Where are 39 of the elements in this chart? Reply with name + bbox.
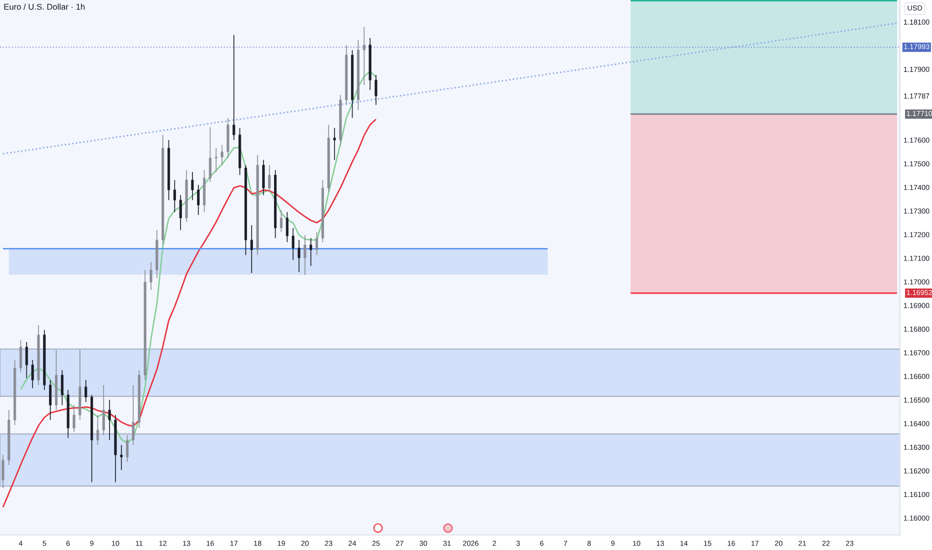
- candlestick: [173, 180, 176, 213]
- candlestick: [25, 342, 28, 378]
- candlestick: [268, 164, 271, 192]
- candlestick: [126, 434, 129, 462]
- candlestick: [298, 240, 300, 273]
- candlestick: [191, 172, 194, 200]
- candlestick: [304, 234, 306, 276]
- candlestick: [19, 340, 22, 372]
- line-series: [2, 118, 377, 508]
- candlestick: [120, 444, 123, 470]
- candlestick: [84, 380, 88, 402]
- candlestick: [374, 74, 378, 106]
- candlestick: [197, 184, 200, 216]
- candlestick: [60, 370, 64, 406]
- line-series: [2, 22, 898, 154]
- candlestick: [72, 404, 76, 432]
- candlestick: [150, 262, 152, 290]
- candlestick: [220, 144, 224, 166]
- candlestick: [262, 159, 265, 196]
- candlestick: [292, 228, 294, 260]
- candlestick: [232, 34, 236, 140]
- candlestick: [102, 384, 105, 436]
- chart-title: Euro / U.S. Dollar · 1h: [4, 4, 85, 10]
- candlestick: [250, 224, 253, 274]
- candlestick: [280, 210, 283, 232]
- candlestick: [362, 26, 366, 86]
- candlestick: [2, 454, 4, 488]
- candlestick: [179, 194, 182, 230]
- candlestick: [31, 360, 34, 388]
- candlestick: [316, 232, 318, 256]
- candlestick: [108, 399, 111, 440]
- candlestick: [310, 238, 312, 266]
- candlestick: [208, 126, 212, 182]
- candlestick: [96, 414, 99, 446]
- candlestick: [333, 128, 336, 160]
- candlestick: [132, 384, 134, 446]
- candlestick: [286, 212, 288, 243]
- candlestick: [49, 380, 52, 420]
- candlestick: [214, 148, 218, 172]
